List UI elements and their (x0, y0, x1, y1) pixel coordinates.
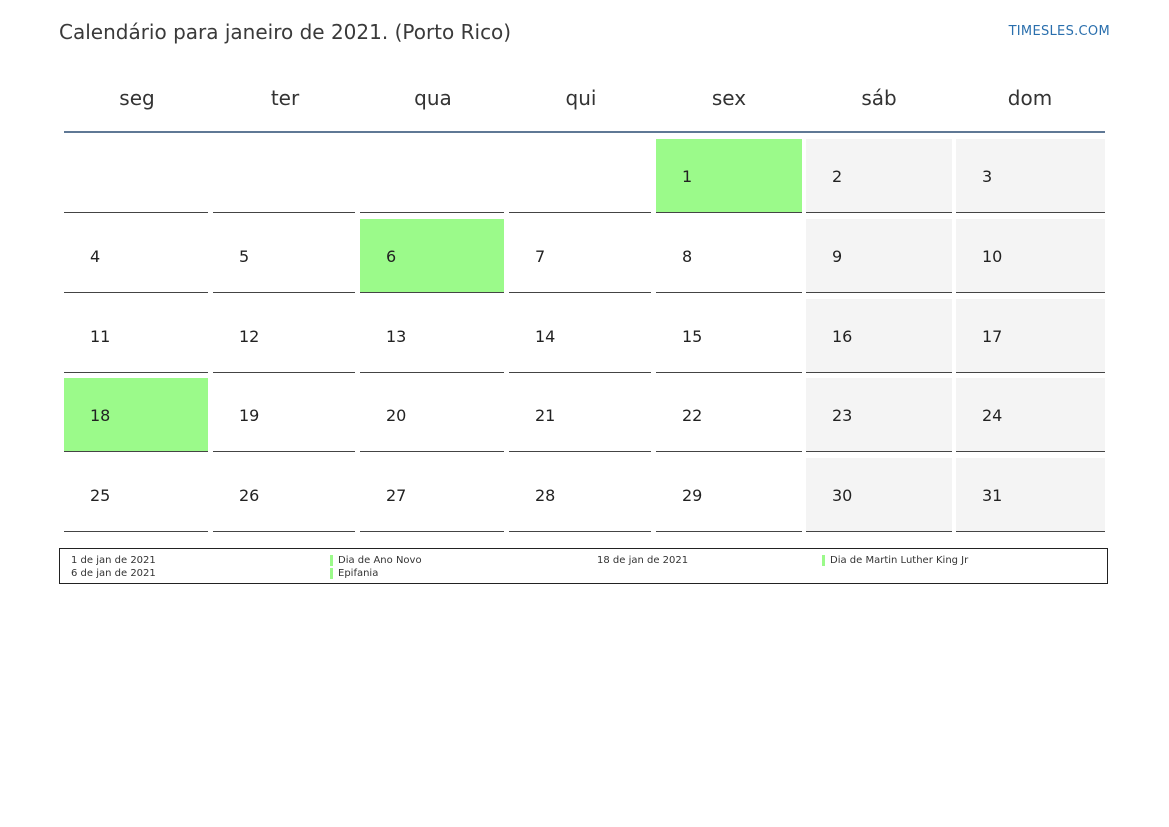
day-number: 15 (682, 327, 703, 346)
day-cell: 9 (806, 219, 952, 293)
day-cell: 24 (956, 378, 1105, 452)
day-number: 22 (682, 406, 703, 425)
day-cell: 2 (806, 139, 952, 213)
day-cell: 25 (64, 458, 208, 532)
weekday-sun: dom (1007, 86, 1053, 110)
legend-color-swatch (330, 555, 333, 566)
day-number: 21 (535, 406, 556, 425)
day-number: 23 (832, 406, 853, 425)
day-cell: 31 (956, 458, 1105, 532)
day-cell-holiday: 18 (64, 378, 208, 452)
weekday-header-row: seg ter qua qui sex sáb dom (64, 86, 1105, 112)
day-cell: 15 (656, 299, 802, 373)
day-number: 10 (982, 247, 1003, 266)
day-cell: 22 (656, 378, 802, 452)
empty-day-cell (213, 139, 355, 213)
day-number: 2 (832, 167, 843, 186)
day-cell: 29 (656, 458, 802, 532)
legend-name-1: Dia de Ano Novo (338, 555, 422, 566)
legend-color-swatch (330, 568, 333, 579)
empty-day-cell (360, 139, 504, 213)
legend-date-2: 6 de jan de 2021 (71, 568, 156, 579)
day-number: 27 (386, 486, 407, 505)
day-cell: 23 (806, 378, 952, 452)
day-number: 19 (239, 406, 260, 425)
day-number: 12 (239, 327, 260, 346)
day-number: 29 (682, 486, 703, 505)
legend-date-3: 18 de jan de 2021 (597, 555, 689, 566)
holiday-legend: 1 de jan de 2021 Dia de Ano Novo 6 de ja… (59, 548, 1108, 584)
weekday-thu: qui (565, 86, 597, 110)
day-cell: 12 (213, 299, 355, 373)
day-number: 24 (982, 406, 1003, 425)
weekday-mon: seg (119, 86, 155, 110)
day-number: 5 (239, 247, 250, 266)
day-cell: 21 (509, 378, 651, 452)
day-cell-holiday: 1 (656, 139, 802, 213)
day-number: 18 (90, 406, 111, 425)
day-number: 28 (535, 486, 556, 505)
day-cell: 19 (213, 378, 355, 452)
day-number: 14 (535, 327, 556, 346)
empty-day-cell (64, 139, 208, 213)
day-cell: 3 (956, 139, 1105, 213)
day-cell-holiday: 6 (360, 219, 504, 293)
day-cell: 30 (806, 458, 952, 532)
day-cell: 20 (360, 378, 504, 452)
day-cell: 17 (956, 299, 1105, 373)
legend-color-swatch (822, 555, 825, 566)
day-cell: 4 (64, 219, 208, 293)
legend-name-3: Dia de Martin Luther King Jr (830, 555, 969, 566)
day-number: 31 (982, 486, 1003, 505)
day-number: 7 (535, 247, 546, 266)
day-cell: 5 (213, 219, 355, 293)
day-number: 13 (386, 327, 407, 346)
day-number: 6 (386, 247, 397, 266)
day-number: 11 (90, 327, 111, 346)
legend-date-1: 1 de jan de 2021 (71, 555, 156, 566)
brand-link[interactable]: TIMESLES.COM (1008, 24, 1110, 39)
day-cell: 10 (956, 219, 1105, 293)
day-number: 30 (832, 486, 853, 505)
day-number: 26 (239, 486, 260, 505)
day-number: 25 (90, 486, 111, 505)
day-cell: 13 (360, 299, 504, 373)
page-title: Calendário para janeiro de 2021. (Porto … (59, 20, 512, 44)
day-number: 16 (832, 327, 853, 346)
day-number: 20 (386, 406, 407, 425)
day-number: 17 (982, 327, 1003, 346)
day-number: 9 (832, 247, 843, 266)
day-cell: 11 (64, 299, 208, 373)
day-cell: 8 (656, 219, 802, 293)
day-number: 1 (682, 167, 693, 186)
weekday-wed: qua (414, 86, 452, 110)
day-cell: 16 (806, 299, 952, 373)
weekday-sat: sáb (861, 86, 897, 110)
weekday-tue: ter (270, 86, 300, 110)
day-cell: 14 (509, 299, 651, 373)
day-cell: 7 (509, 219, 651, 293)
legend-name-2: Epifania (338, 568, 379, 579)
day-cell: 28 (509, 458, 651, 532)
weekday-fri: sex (711, 86, 747, 110)
day-number: 8 (682, 247, 693, 266)
day-number: 4 (90, 247, 101, 266)
day-cell: 26 (213, 458, 355, 532)
day-cell: 27 (360, 458, 504, 532)
day-number: 3 (982, 167, 993, 186)
empty-day-cell (509, 139, 651, 213)
header-divider (64, 131, 1105, 133)
